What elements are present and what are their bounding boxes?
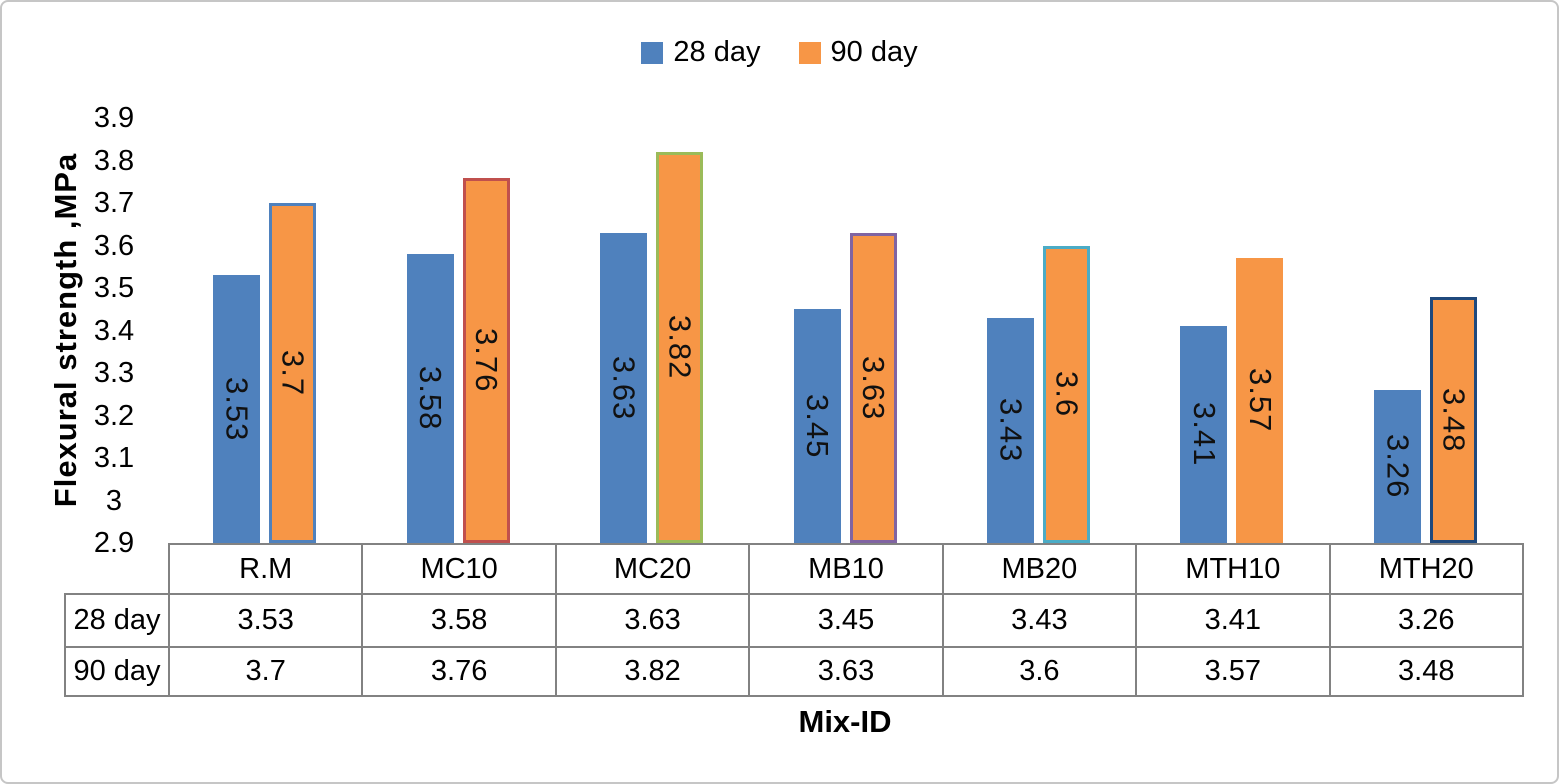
bar-28day-RM: 3.53 (213, 275, 261, 543)
y-tick-label: 3.4 (93, 314, 135, 347)
bar-data-label: 3.53 (219, 376, 255, 442)
bar-data-label: 3.82 (662, 315, 698, 380)
y-tick-label: 3.9 (93, 102, 135, 134)
y-tick-label: 2.9 (93, 527, 135, 559)
bar-data-label: 3.41 (1186, 402, 1222, 467)
bar-90day-MB20: 3.6 (1042, 245, 1090, 543)
legend-label-90-day: 90 day (830, 36, 918, 68)
legend-item-90-day: 90 day (798, 36, 918, 68)
bar-data-label: 3.26 (1380, 434, 1416, 499)
bar-90day-MTH10: 3.57 (1236, 258, 1284, 543)
table-cell-value: 3.63 (748, 646, 944, 697)
table-header-category: MTH10 (1135, 543, 1331, 595)
bar-28day-MB20: 3.43 (986, 317, 1034, 543)
bar-data-label: 3.76 (469, 328, 505, 393)
legend-label-28-day: 28 day (673, 36, 761, 68)
bar-data-label: 3.7 (275, 349, 311, 397)
table-cell-value: 3.58 (361, 593, 557, 648)
bar-data-label: 3.63 (856, 355, 891, 421)
table-row-label: 28 day (64, 593, 170, 648)
y-tick-label: 3.8 (93, 144, 135, 177)
table-header-category: R.M (167, 543, 364, 595)
table-cell-value: 3.45 (748, 593, 944, 648)
table-cell-value: 3.26 (1328, 593, 1524, 648)
table-cell-value: 3.7 (167, 646, 364, 697)
y-tick-label: 3 (105, 484, 123, 517)
table-header-category: MTH20 (1328, 543, 1524, 595)
table-header-category: MB10 (748, 543, 944, 595)
bar-data-label: 3.57 (1242, 368, 1278, 433)
bar-data-label: 3.45 (800, 393, 835, 459)
legend: 28 day 90 day (2, 38, 1557, 67)
bar-90day-MB10: 3.63 (849, 232, 897, 543)
bar-28day-MC10: 3.58 (406, 254, 454, 543)
table-cell-value: 3.6 (941, 646, 1138, 697)
bar-data-label: 3.48 (1436, 387, 1472, 452)
bar-data-label: 3.63 (606, 355, 642, 421)
bar-data-label: 3.43 (993, 398, 1029, 463)
bar-28day-MC20: 3.63 (600, 232, 648, 543)
table-header-category: MB20 (941, 543, 1138, 595)
x-axis-title: Mix-ID (798, 704, 892, 739)
table-row-label: 90 day (64, 646, 170, 697)
table-header-category: MC20 (554, 543, 751, 595)
bar-90day-RM: 3.7 (269, 203, 317, 543)
table-cell-value: 3.82 (554, 646, 751, 697)
legend-item-28-day: 28 day (641, 36, 761, 68)
legend-swatch-28-day (641, 41, 664, 64)
y-tick-label: 3.6 (93, 229, 135, 262)
y-tick-label: 3.2 (93, 399, 135, 432)
bar-28day-MTH10: 3.41 (1180, 326, 1228, 543)
table-cell-value: 3.53 (167, 593, 364, 648)
table-cell-value: 3.43 (941, 593, 1138, 648)
table-cell-value: 3.41 (1135, 593, 1331, 648)
table-cell-value: 3.48 (1328, 646, 1524, 697)
table-cell-value: 3.57 (1135, 646, 1331, 697)
table-corner-blank (65, 544, 169, 594)
bar-data-label: 3.58 (413, 366, 449, 431)
bar-90day-MC20: 3.82 (656, 152, 704, 543)
y-tick-label: 3.5 (93, 272, 135, 304)
legend-swatch-90-day (798, 41, 821, 64)
bar-90day-MC10: 3.76 (462, 177, 510, 543)
bar-90day-MTH20: 3.48 (1429, 296, 1477, 543)
bar-28day-MTH20: 3.26 (1373, 390, 1421, 543)
y-tick-label: 3.3 (93, 357, 135, 389)
y-tick-label: 3.1 (93, 442, 135, 474)
bar-data-label: 3.6 (1049, 371, 1085, 418)
bar-28day-MB10: 3.45 (793, 309, 841, 543)
y-tick-label: 3.7 (93, 187, 135, 219)
table-cell-value: 3.76 (361, 646, 557, 697)
table-cell-value: 3.63 (554, 593, 751, 648)
table-header-category: MC10 (361, 543, 557, 595)
